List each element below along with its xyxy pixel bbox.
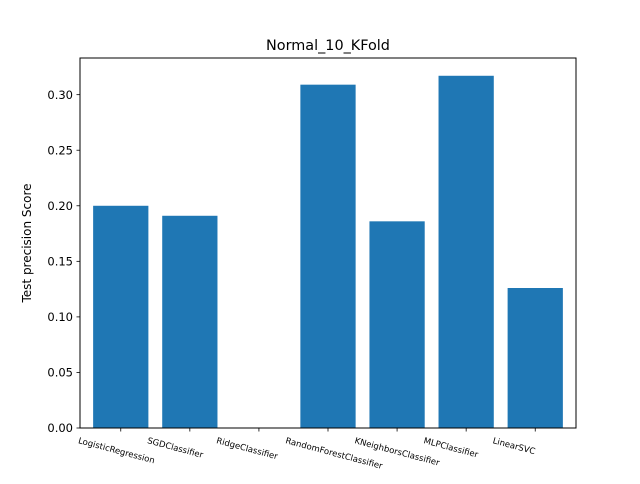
y-tick-label: 0.20 <box>47 199 73 213</box>
y-tick-label: 0.10 <box>47 310 73 324</box>
bar-LinearSVC <box>507 288 563 428</box>
y-tick-label: 0.00 <box>47 421 73 435</box>
y-axis-label: Test precision Score <box>20 183 34 303</box>
y-tick-label: 0.25 <box>47 143 73 157</box>
bar-SGDClassifier <box>162 215 218 428</box>
chart-title: Normal_10_KFold <box>266 38 390 54</box>
bar-KNeighborsClassifier <box>369 221 425 428</box>
bar-MLPClassifier <box>438 75 494 428</box>
bar-RandomForestClassifier <box>300 84 356 429</box>
plot-area-frame <box>79 57 577 429</box>
bars-group <box>93 75 563 429</box>
y-tick-label: 0.05 <box>47 366 73 380</box>
y-axis-ticks: 0.00 0.05 0.10 0.15 0.20 0.25 0.30 <box>47 88 80 435</box>
y-tick-label: 0.15 <box>47 255 73 269</box>
y-tick-label: 0.30 <box>47 88 73 102</box>
bar-LogisticRegression <box>93 205 149 428</box>
